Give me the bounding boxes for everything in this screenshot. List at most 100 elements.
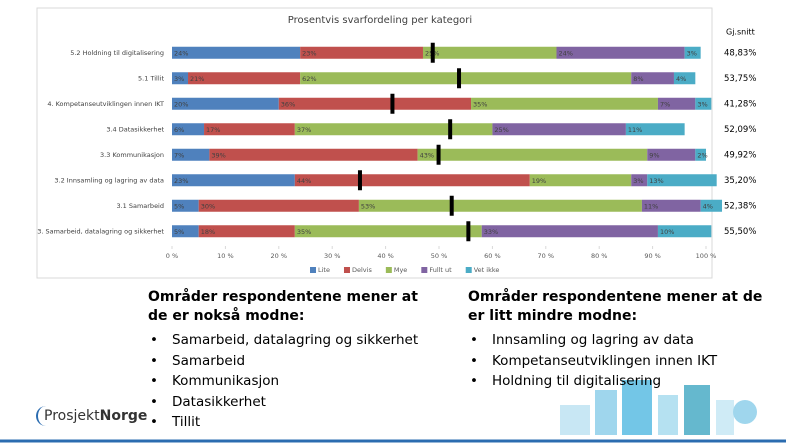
value-label: 13%	[649, 177, 663, 185]
legend-swatch	[343, 267, 350, 273]
value-label: 25%	[494, 126, 508, 134]
bullet-item: Tillit	[148, 412, 438, 433]
bar-segment	[417, 148, 648, 161]
bullet-item: Kommunikasjon	[148, 371, 438, 392]
value-label: 21%	[190, 75, 204, 83]
x-tick-label: 100 %	[696, 252, 717, 260]
y-tick-label: 3. Samarbeid, datalagring og sikkerhet	[37, 227, 164, 235]
bar-segment	[209, 148, 418, 161]
bar-segment	[641, 199, 701, 212]
average-label: 49,92%	[724, 150, 756, 160]
average-header: Gj.snitt	[726, 28, 755, 37]
bar-segment	[172, 148, 210, 161]
bar-segment	[684, 46, 701, 59]
y-tick-label: 3.2 Innsamling og lagring av data	[54, 176, 164, 184]
x-tick-label: 80 %	[591, 252, 608, 260]
bar-segment	[198, 225, 295, 238]
value-label: 62%	[302, 75, 316, 83]
value-label: 23%	[302, 49, 316, 57]
logo: ProsjektNorge	[36, 406, 153, 426]
x-tick-label: 20 %	[271, 252, 288, 260]
bar-segment	[172, 225, 199, 238]
bar-segment	[647, 148, 696, 161]
value-label: 18%	[201, 228, 215, 236]
average-marker	[357, 170, 362, 191]
y-tick-label: 5.2 Holdning til digitalisering	[70, 49, 164, 57]
value-label: 4%	[676, 75, 686, 83]
value-label: 7%	[660, 100, 670, 108]
value-label: 11%	[644, 202, 658, 210]
bullet-item: Samarbeid	[148, 351, 438, 372]
average-marker	[436, 144, 441, 165]
value-label: 35%	[297, 228, 311, 236]
value-label: 9%	[649, 151, 659, 159]
right-panel: Områder respondentene mener at de er lit…	[468, 288, 768, 392]
value-label: 3%	[687, 49, 697, 57]
panel-heading: Områder respondentene mener at de er nok…	[148, 289, 418, 324]
value-label: 2%	[697, 151, 707, 159]
bullet-list: Samarbeid, datalagring og sikkerhetSamar…	[148, 330, 438, 433]
legend-swatch	[421, 267, 428, 273]
bar-segment	[647, 174, 717, 187]
bar-segment	[422, 46, 557, 59]
bar-segment	[294, 225, 482, 238]
bullet-item: Innsamling og lagring av data	[468, 330, 768, 351]
value-label: 11%	[628, 126, 642, 134]
value-label: 5%	[174, 202, 184, 210]
logo-prefix: Prosjekt	[44, 408, 100, 424]
average-label: 52,09%	[724, 125, 756, 135]
value-label: 37%	[297, 126, 311, 134]
value-label: 3%	[697, 100, 707, 108]
legend-label: Mye	[394, 266, 407, 274]
bar-segment	[700, 199, 723, 212]
value-label: 10%	[660, 228, 674, 236]
bar-segment	[172, 123, 205, 136]
y-tick-label: 3.3 Kommunikasjon	[100, 151, 164, 159]
bar-segment	[172, 72, 189, 85]
value-label: 20%	[174, 100, 188, 108]
bar-segment	[631, 72, 674, 85]
y-tick-label: 3.1 Samarbeid	[116, 202, 164, 210]
x-tick-label: 60 %	[484, 252, 501, 260]
value-label: 23%	[174, 177, 188, 185]
average-marker	[449, 195, 454, 216]
value-label: 43%	[420, 151, 434, 159]
value-label: 6%	[174, 126, 184, 134]
average-label: 35,20%	[724, 176, 756, 186]
y-tick-label: 3.4 Datasikkerhet	[106, 125, 164, 133]
average-marker	[466, 221, 471, 242]
average-label: 41,28%	[724, 99, 756, 109]
value-label: 5%	[174, 228, 184, 236]
bar-segment	[358, 199, 642, 212]
bar-segment	[657, 225, 712, 238]
average-marker	[390, 93, 395, 114]
average-label: 48,83%	[724, 48, 756, 58]
value-label: 3%	[633, 177, 643, 185]
bar-segment	[300, 72, 632, 85]
left-panel: Områder respondentene mener at de er nok…	[148, 288, 438, 433]
bullet-item: Kompetanseutviklingen innen IKT	[468, 351, 768, 372]
legend-swatch	[465, 267, 472, 273]
value-label: 30%	[201, 202, 215, 210]
legend-label: Lite	[318, 266, 330, 274]
bar-segment	[625, 123, 685, 136]
bar-segment	[188, 72, 301, 85]
chart-frame	[36, 7, 713, 279]
value-label: 3%	[174, 75, 184, 83]
bullet-item: Datasikkerhet	[148, 392, 438, 413]
value-label: 35%	[473, 100, 487, 108]
bar-segment	[471, 97, 658, 110]
legend-label: Vet ikke	[474, 266, 500, 274]
bar-segment	[204, 123, 295, 136]
y-tick-label: 4. Kompetanseutviklingen innen IKT	[47, 100, 164, 108]
bullet-item: Samarbeid, datalagring og sikkerhet	[148, 330, 438, 351]
bar-segment	[294, 123, 493, 136]
average-marker	[457, 68, 462, 89]
x-tick-label: 40 %	[377, 252, 394, 260]
chart-title: Prosentvis svarfordeling per kategori	[288, 15, 472, 26]
x-tick-label: 50 %	[431, 252, 448, 260]
value-label: 19%	[532, 177, 546, 185]
average-label: 52,38%	[724, 201, 756, 211]
x-tick-label: 90 %	[644, 252, 661, 260]
